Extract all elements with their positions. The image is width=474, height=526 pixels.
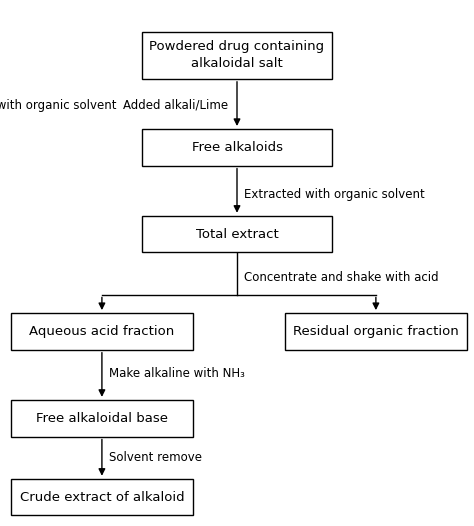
FancyBboxPatch shape bbox=[10, 313, 193, 350]
FancyBboxPatch shape bbox=[284, 313, 467, 350]
FancyBboxPatch shape bbox=[142, 32, 332, 79]
Text: Free alkaloidal base: Free alkaloidal base bbox=[36, 412, 168, 424]
FancyBboxPatch shape bbox=[142, 216, 332, 252]
FancyBboxPatch shape bbox=[142, 129, 332, 166]
Text: Concentrate and shake with acid: Concentrate and shake with acid bbox=[244, 271, 439, 284]
Text: Solvent remove: Solvent remove bbox=[109, 451, 202, 464]
Text: Defatted with organic solvent: Defatted with organic solvent bbox=[0, 99, 116, 112]
Text: Total extract: Total extract bbox=[196, 228, 278, 240]
Text: Make alkaline with NH₃: Make alkaline with NH₃ bbox=[109, 367, 245, 380]
Text: Aqueous acid fraction: Aqueous acid fraction bbox=[29, 325, 174, 338]
Text: Free alkaloids: Free alkaloids bbox=[191, 141, 283, 154]
Text: Crude extract of alkaloid: Crude extract of alkaloid bbox=[19, 491, 184, 503]
FancyBboxPatch shape bbox=[10, 479, 193, 515]
FancyBboxPatch shape bbox=[10, 400, 193, 437]
Text: Extracted with organic solvent: Extracted with organic solvent bbox=[244, 188, 425, 201]
Text: Powdered drug containing
alkaloidal salt: Powdered drug containing alkaloidal salt bbox=[149, 40, 325, 70]
Text: Added alkali/Lime: Added alkali/Lime bbox=[123, 99, 228, 112]
Text: Residual organic fraction: Residual organic fraction bbox=[293, 325, 459, 338]
